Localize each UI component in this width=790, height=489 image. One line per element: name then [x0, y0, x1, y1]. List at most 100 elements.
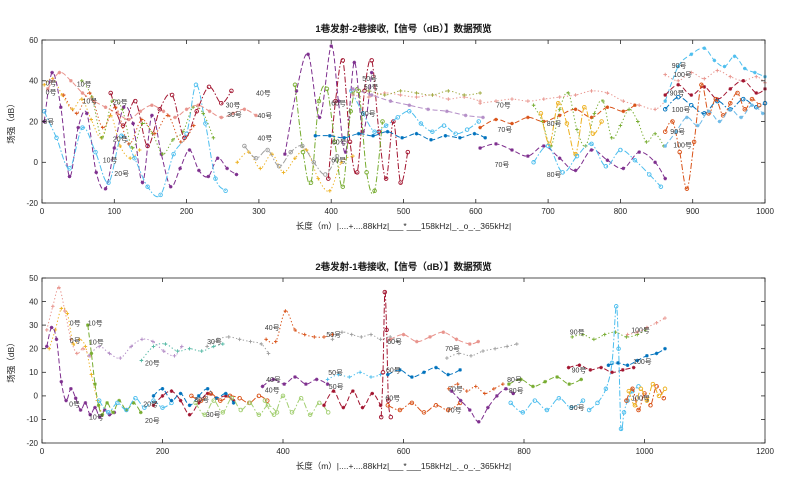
x-tick-label: 900 — [686, 207, 700, 216]
series-line-10号 365kHz — [98, 397, 172, 413]
y-tick-label: 60 — [29, 36, 38, 45]
series-markers-10号 365kHz — [96, 395, 174, 415]
series-markers-10号 88kHz — [87, 337, 184, 360]
series-line-40号 365kHz — [264, 395, 329, 416]
series-markers-60号 88kHz — [351, 89, 482, 97]
series-annotation: 90号 — [570, 404, 585, 412]
series-markers-0号 158kHz — [45, 325, 117, 419]
series-annotation: 0号 — [70, 337, 81, 345]
series-line-20号 88kHz — [63, 92, 195, 145]
series-line-90号 365kHz — [588, 305, 639, 432]
x-tick-label: 500 — [397, 207, 411, 216]
series-annotation: 50号 — [328, 369, 343, 377]
series-annotation: 20号 — [145, 359, 160, 367]
series-line-90号 365kHz — [664, 84, 760, 190]
series-markers-100号 365kHz-b — [626, 381, 668, 408]
series-line-20号 158kHz-b — [153, 388, 234, 406]
x-tick-label: 200 — [180, 207, 194, 216]
series-annotation: 70号 — [445, 345, 460, 353]
series-markers-40号 365kHz — [262, 393, 331, 417]
x-tick-label: 700 — [541, 207, 555, 216]
series-annotation: 70号 — [495, 161, 510, 169]
series-annotation: 90号 — [572, 366, 587, 374]
x-tick-label: 1000 — [756, 207, 774, 216]
series-annotation: 90号 — [570, 329, 585, 337]
series-annotation: 70号 — [448, 385, 463, 393]
series-markers-70号 88kHz-b — [446, 382, 505, 396]
series-markers-60号 365kHz — [349, 88, 481, 136]
series-annotation: 10号 — [77, 80, 92, 88]
series-annotation: 90号 — [672, 62, 687, 70]
series-line-10号 88kHz — [81, 80, 214, 155]
x-tick-label: 800 — [614, 207, 628, 216]
series-markers-60号 158kHz — [313, 129, 487, 142]
series-line-10号 158kHz — [47, 71, 257, 120]
series-line-70号 158kHz — [451, 388, 514, 423]
series-line-60号 88kHz — [352, 90, 481, 96]
y-tick-label: 20 — [29, 345, 38, 354]
x-tick-label: 0 — [40, 207, 45, 216]
series-annotation: 40号 — [266, 376, 281, 384]
x-tick-label: 100 — [108, 207, 122, 216]
series-annotation: 0号 — [46, 79, 57, 87]
series-line-30号 88kHz — [236, 148, 354, 192]
series-annotation: 0号 — [46, 89, 57, 97]
series-markers-50号 365kHz — [242, 143, 340, 177]
series-markers-30号 365kHz-b — [193, 395, 280, 417]
series-line-100号 365kHz — [625, 385, 665, 411]
series-annotation: 60号 — [331, 100, 346, 108]
x-axis-label: 长度（m）|....+....88kHz|___*___158kHz|_._o_… — [296, 221, 512, 231]
series-markers-80号 158kHz — [531, 141, 664, 189]
x-tick-label: 400 — [276, 447, 290, 456]
series-annotation: 0号 — [43, 118, 54, 126]
series-line-90号 158kHz — [664, 47, 766, 102]
series-markers-70号 365kHz — [478, 142, 667, 181]
series-annotation: 10号 — [89, 414, 104, 422]
series-line-80号 365kHz — [510, 397, 584, 413]
x-tick-label: 200 — [156, 447, 170, 456]
series-annotation: 20号 — [145, 417, 160, 425]
series-annotation: 70号 — [447, 407, 462, 415]
series-markers-40号 365kHz — [326, 58, 411, 185]
series-markers-100号 88kHz — [663, 103, 765, 148]
x-tick-label: 800 — [517, 447, 531, 456]
series-annotation: 80号 — [547, 120, 562, 128]
series-markers-20号 88kHz — [139, 342, 225, 363]
series-annotation: 80号 — [547, 171, 562, 179]
y-tick-label: 40 — [29, 297, 38, 306]
series-markers-40号 88kHz — [292, 82, 385, 194]
series-line-20号 365kHz — [110, 86, 232, 147]
chart1-title: 1巷发射-2巷接收,【信号（dB）】数据预览 — [315, 24, 492, 35]
series-annotation: 60号 — [332, 138, 347, 146]
y-tick-label: -20 — [26, 199, 38, 208]
series-line-40号 158kHz — [284, 45, 373, 155]
x-tick-label: 300 — [252, 207, 266, 216]
series-markers-30号 88kHz — [235, 148, 355, 193]
series-annotation: 20号 — [113, 99, 128, 107]
series-markers-30号 365kHz — [189, 391, 270, 406]
series-markers-50号 158kHz — [351, 87, 485, 120]
series-line-30号 365kHz — [191, 392, 268, 404]
series-annotation: 90号 — [670, 90, 685, 98]
series-markers-60号 365kHz-b — [385, 400, 463, 415]
series-markers-70号 88kHz — [445, 342, 519, 360]
series-annotation: 40号 — [265, 324, 280, 332]
y-tick-label: 0 — [34, 158, 39, 167]
series-markers-10号 365kHz — [41, 82, 228, 198]
series-markers-90号 158kHz — [663, 46, 767, 103]
series-annotation: 40号 — [258, 134, 273, 142]
x-tick-label: 1000 — [636, 447, 654, 456]
series-annotation: 10号 — [89, 339, 104, 347]
series-line-40号 365kHz — [327, 58, 409, 184]
x-axis-label: 长度（m）|....+....88kHz|___*___158kHz|_._o_… — [296, 461, 512, 471]
series-markers-60号 158kHz-b — [386, 365, 462, 379]
series-annotation: 40号 — [256, 90, 271, 98]
series-line-100号 88kHz — [664, 104, 764, 147]
series-annotation: 10号 — [83, 98, 98, 106]
series-annotation: 30号 — [194, 396, 209, 404]
series-annotation: 100号 — [672, 106, 691, 114]
y-tick-label: -10 — [26, 415, 38, 424]
chart2-title: 2巷发射-1巷接收,【信号（dB）】数据预览 — [315, 262, 492, 273]
